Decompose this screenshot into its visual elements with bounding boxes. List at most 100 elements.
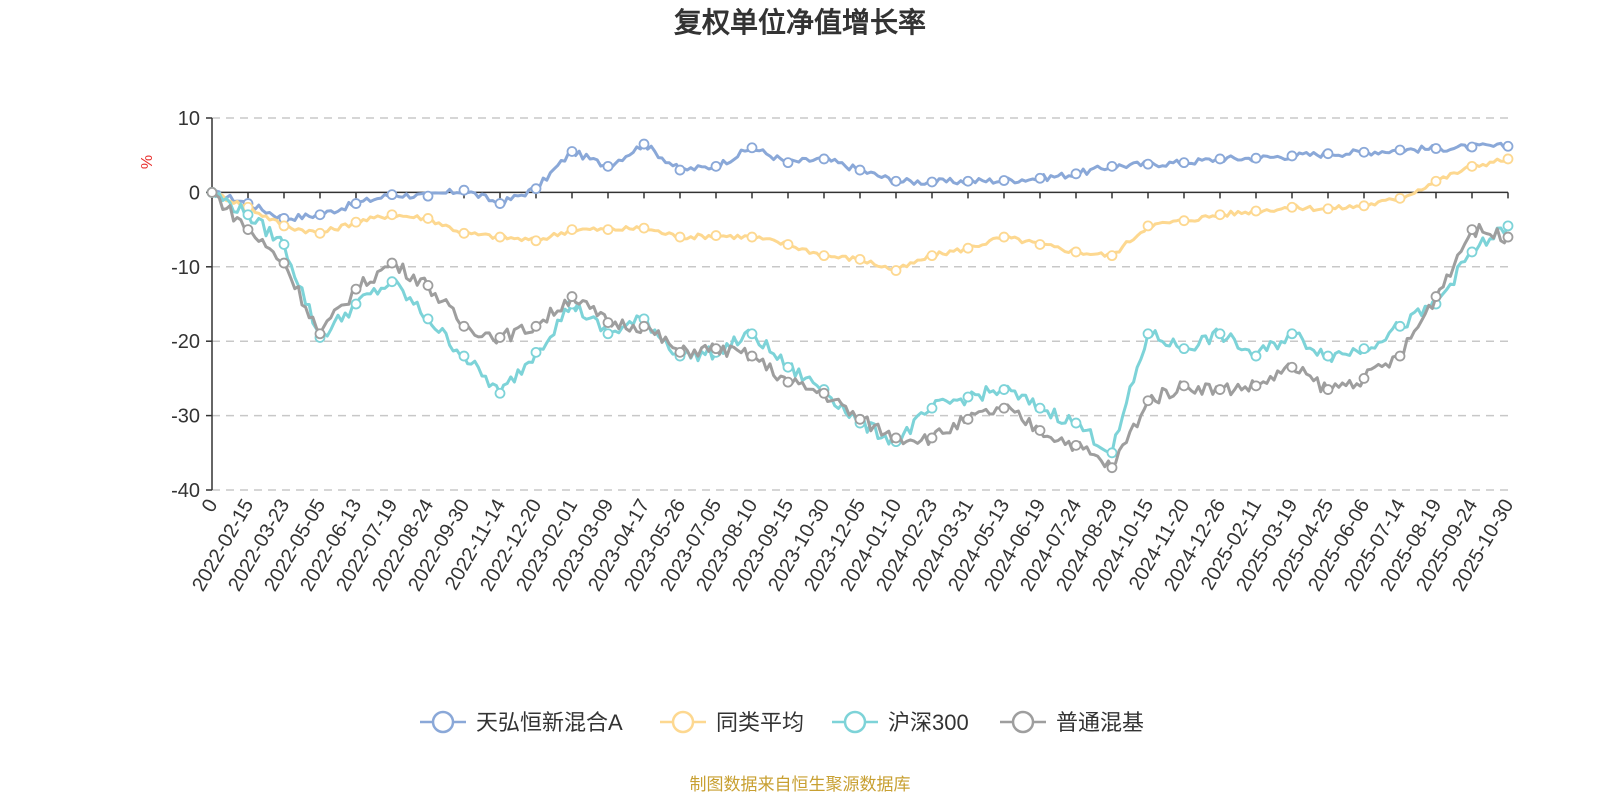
data-point[interactable] — [1070, 246, 1082, 258]
data-point[interactable] — [710, 343, 722, 355]
data-point[interactable] — [494, 387, 506, 399]
data-point[interactable] — [494, 332, 506, 343]
data-point[interactable] — [926, 402, 938, 414]
data-point[interactable] — [458, 350, 470, 362]
data-point[interactable] — [1358, 146, 1370, 158]
data-point[interactable] — [1106, 447, 1118, 459]
data-point[interactable] — [422, 313, 434, 325]
data-point[interactable] — [1178, 343, 1190, 355]
data-point[interactable] — [494, 231, 506, 243]
data-point[interactable] — [1070, 439, 1082, 451]
data-point[interactable] — [1502, 231, 1514, 243]
data-point[interactable] — [566, 224, 578, 236]
data-point[interactable] — [1034, 239, 1046, 250]
data-point[interactable] — [566, 291, 578, 302]
data-point[interactable] — [890, 432, 902, 444]
data-point[interactable] — [530, 346, 542, 358]
data-point[interactable] — [1034, 425, 1046, 436]
data-point[interactable] — [350, 298, 362, 310]
data-point[interactable] — [530, 183, 542, 195]
data-point[interactable] — [422, 213, 434, 224]
data-point[interactable] — [242, 224, 254, 236]
data-point[interactable] — [998, 402, 1010, 414]
data-point[interactable] — [1214, 153, 1226, 165]
legend-marker-icon[interactable] — [431, 710, 455, 734]
data-point[interactable] — [782, 376, 794, 388]
data-point[interactable] — [854, 164, 866, 176]
data-point[interactable] — [458, 184, 470, 196]
data-point[interactable] — [494, 198, 506, 209]
data-point[interactable] — [998, 384, 1010, 395]
data-point[interactable] — [1070, 168, 1082, 180]
data-point[interactable] — [386, 276, 398, 288]
data-point[interactable] — [314, 227, 326, 239]
data-point[interactable] — [1466, 246, 1478, 258]
legend-marker-icon[interactable] — [671, 710, 695, 734]
data-point[interactable] — [350, 283, 362, 295]
data-point[interactable] — [278, 257, 290, 269]
data-point[interactable] — [350, 198, 362, 209]
data-point[interactable] — [1106, 462, 1118, 474]
data-point[interactable] — [1250, 205, 1262, 217]
data-point[interactable] — [1430, 175, 1442, 187]
data-point[interactable] — [458, 320, 470, 332]
data-point[interactable] — [746, 231, 758, 243]
data-point[interactable] — [1286, 328, 1298, 340]
data-point[interactable] — [890, 175, 902, 187]
data-point[interactable] — [1322, 203, 1334, 215]
data-point[interactable] — [710, 160, 722, 172]
data-point[interactable] — [1178, 380, 1190, 392]
data-point[interactable] — [1286, 201, 1298, 213]
data-point[interactable] — [926, 432, 938, 444]
data-point[interactable] — [530, 235, 542, 247]
legend-label[interactable]: 天弘恒新混合A — [476, 710, 623, 735]
data-point[interactable] — [1178, 157, 1190, 169]
data-point[interactable] — [530, 320, 542, 332]
data-point[interactable] — [1358, 372, 1370, 384]
data-point[interactable] — [746, 142, 758, 154]
data-point[interactable] — [998, 231, 1010, 243]
data-point[interactable] — [1394, 350, 1406, 362]
data-point[interactable] — [1286, 361, 1298, 373]
data-point[interactable] — [674, 164, 686, 176]
data-point[interactable] — [818, 153, 830, 165]
data-point[interactable] — [998, 175, 1010, 186]
legend-marker-icon[interactable] — [1011, 710, 1035, 734]
data-point[interactable] — [962, 413, 974, 425]
data-point[interactable] — [1214, 384, 1226, 395]
data-point[interactable] — [1394, 320, 1406, 332]
data-point[interactable] — [314, 209, 326, 221]
data-point[interactable] — [1106, 160, 1118, 172]
data-point[interactable] — [638, 222, 650, 234]
data-point[interactable] — [638, 138, 650, 150]
legend-label[interactable]: 同类平均 — [716, 710, 804, 735]
data-point[interactable] — [1214, 328, 1226, 340]
data-point[interactable] — [962, 391, 974, 403]
data-point[interactable] — [1250, 350, 1262, 362]
data-point[interactable] — [782, 361, 794, 373]
data-point[interactable] — [1250, 152, 1262, 164]
data-point[interactable] — [1430, 291, 1442, 302]
data-point[interactable] — [1034, 172, 1046, 184]
data-point[interactable] — [1502, 220, 1514, 232]
data-point[interactable] — [1142, 395, 1154, 407]
data-point[interactable] — [422, 279, 434, 291]
data-point[interactable] — [1430, 143, 1442, 154]
data-point[interactable] — [1466, 141, 1478, 153]
data-point[interactable] — [818, 387, 830, 399]
data-point[interactable] — [386, 189, 398, 201]
data-point[interactable] — [1142, 328, 1154, 340]
data-point[interactable] — [1214, 209, 1226, 221]
data-point[interactable] — [746, 350, 758, 362]
data-point[interactable] — [674, 231, 686, 243]
data-point[interactable] — [1322, 148, 1334, 160]
data-point[interactable] — [890, 265, 902, 276]
data-point[interactable] — [1070, 417, 1082, 429]
data-point[interactable] — [674, 346, 686, 358]
data-point[interactable] — [818, 250, 830, 262]
data-point[interactable] — [566, 146, 578, 157]
data-point[interactable] — [278, 239, 290, 250]
data-point[interactable] — [1358, 200, 1370, 212]
data-point[interactable] — [782, 157, 794, 169]
data-point[interactable] — [926, 176, 938, 188]
